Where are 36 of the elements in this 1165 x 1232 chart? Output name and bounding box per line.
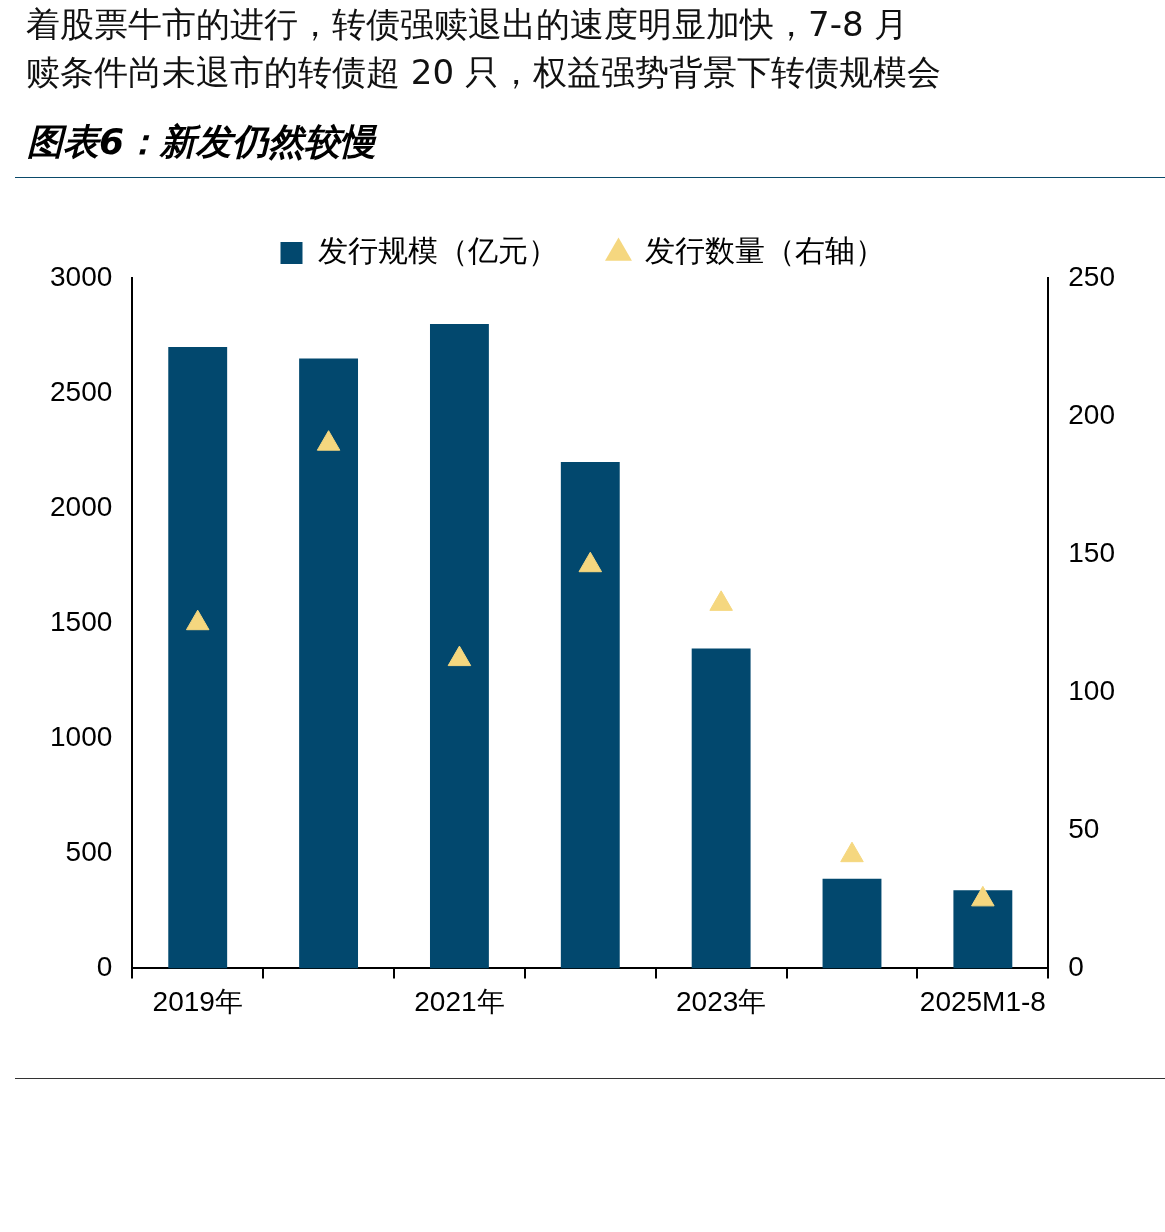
legend-label: 发行规模（亿元） — [317, 232, 558, 268]
bar — [953, 890, 1013, 969]
x-tick-label: 2025M1-8 — [919, 985, 1046, 1017]
bar — [691, 648, 751, 969]
x-tick-label: 2019年 — [152, 985, 243, 1017]
y2-tick-label: 50 — [1068, 813, 1100, 845]
point — [447, 645, 472, 667]
text: 着股票牛市的进行，转债强赎退出的速度明显加快，7-8 月 — [26, 3, 910, 46]
y2-tick-label: 150 — [1068, 536, 1115, 568]
x-tick-label: 2023年 — [675, 985, 767, 1017]
y2-tick-label: 0 — [1068, 951, 1084, 983]
point — [185, 609, 210, 631]
point — [709, 590, 733, 611]
y2-tick-label: 100 — [1068, 674, 1115, 706]
y-tick-label: 500 — [65, 836, 113, 868]
chart-title: 图表6：新发仍然较慢 — [15, 118, 1165, 178]
legend-label: 发行数量（右轴） — [644, 232, 885, 268]
bar — [822, 878, 882, 969]
y-tick-label: 3000 — [49, 260, 113, 292]
y2-tick-label: 250 — [1068, 260, 1115, 292]
y-tick-label: 1000 — [49, 720, 113, 752]
point — [578, 551, 603, 573]
y-tick-label: 1500 — [49, 605, 113, 637]
bar — [429, 324, 489, 969]
bar — [560, 462, 620, 969]
point — [840, 841, 864, 863]
bar — [299, 358, 359, 969]
text: 赎条件尚未退市的转债超 20 只，权益强势背景下转债规模会 — [26, 51, 942, 94]
y-tick-label: 2000 — [49, 490, 113, 522]
point — [971, 885, 995, 907]
bar — [168, 347, 228, 969]
y2-tick-label: 200 — [1068, 398, 1115, 430]
point — [316, 430, 341, 451]
x-tick-label: 2021年 — [414, 985, 505, 1017]
y-tick-label: 2500 — [49, 375, 113, 407]
y-tick-label: 0 — [96, 951, 113, 983]
